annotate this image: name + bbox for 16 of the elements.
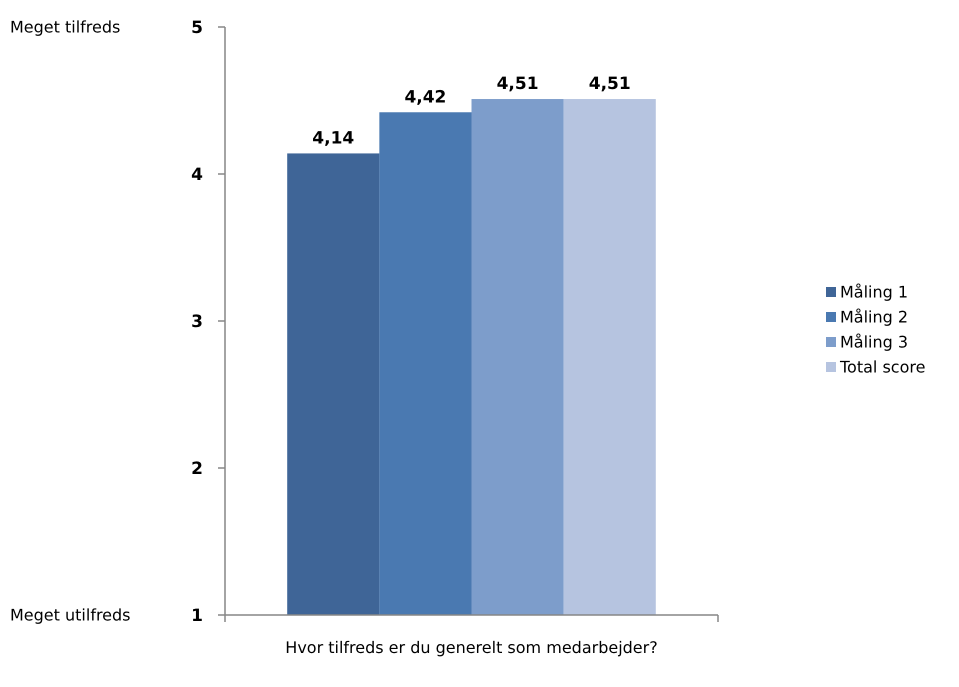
y-tick-label: 1 <box>191 606 203 626</box>
legend-label: Måling 2 <box>840 308 908 327</box>
y-tick-label: 3 <box>191 312 203 332</box>
y-tick-label: 5 <box>191 18 203 38</box>
legend-label: Total score <box>839 358 926 377</box>
data-label: 4,51 <box>496 74 539 94</box>
legend-label: Måling 3 <box>840 332 908 352</box>
text: Meget tilfreds <box>10 18 120 37</box>
x-tick-label: Hvor tilfreds er du generelt som medarbejder? <box>285 638 658 657</box>
y-tick-label: 4 <box>191 164 204 185</box>
data-label: 4,42 <box>404 87 446 108</box>
y-tick-label: 2 <box>191 458 203 479</box>
legend-label: Måling 1 <box>840 282 908 302</box>
data-label: 4,14 <box>312 128 354 148</box>
data-label: 4,51 <box>588 74 631 94</box>
text: Meget utilfreds <box>10 606 131 625</box>
